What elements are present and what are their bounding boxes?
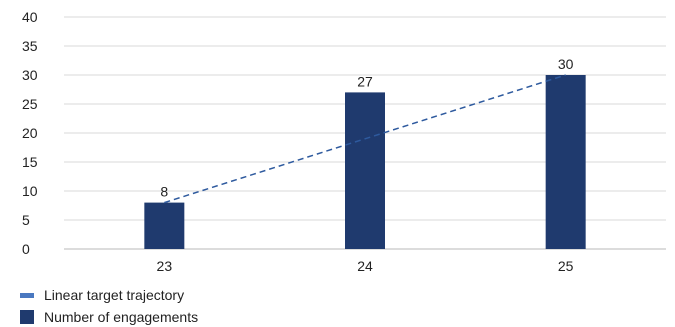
y-tick-label: 40	[22, 9, 38, 25]
bar	[545, 75, 586, 249]
y-tick-label: 15	[22, 154, 38, 170]
y-tick-label: 25	[22, 96, 38, 112]
data-label: 8	[160, 184, 168, 200]
legend-line-swatch	[20, 292, 34, 298]
y-tick-label: 0	[22, 241, 30, 257]
legend-item-engagements: Number of engagements	[20, 309, 198, 325]
bars	[144, 75, 586, 250]
legend-item-trajectory: Linear target trajectory	[20, 287, 184, 303]
legend-label-trajectory: Linear target trajectory	[44, 287, 185, 303]
y-tick-label: 10	[22, 183, 38, 199]
y-tick-label: 35	[22, 38, 38, 54]
data-labels: 8 27 30	[160, 56, 573, 200]
y-axis-ticks: 0 5 10 15 20 25 30 35 40	[22, 9, 38, 257]
legend-box-swatch	[20, 310, 34, 324]
y-tick-label: 5	[22, 212, 30, 228]
y-tick-label: 30	[22, 67, 38, 83]
legend-label-engagements: Number of engagements	[44, 309, 199, 325]
x-axis-ticks: 23 24 25	[157, 258, 574, 274]
trend-line	[164, 74, 566, 204]
y-tick-label: 20	[22, 125, 38, 141]
bar	[345, 92, 385, 250]
data-label: 30	[558, 56, 574, 72]
x-tick-label: 25	[558, 258, 574, 274]
bar	[144, 202, 185, 249]
data-label: 27	[357, 73, 373, 89]
trend-line-path	[164, 74, 566, 204]
x-tick-label: 23	[157, 258, 173, 274]
x-tick-label: 24	[357, 258, 373, 274]
